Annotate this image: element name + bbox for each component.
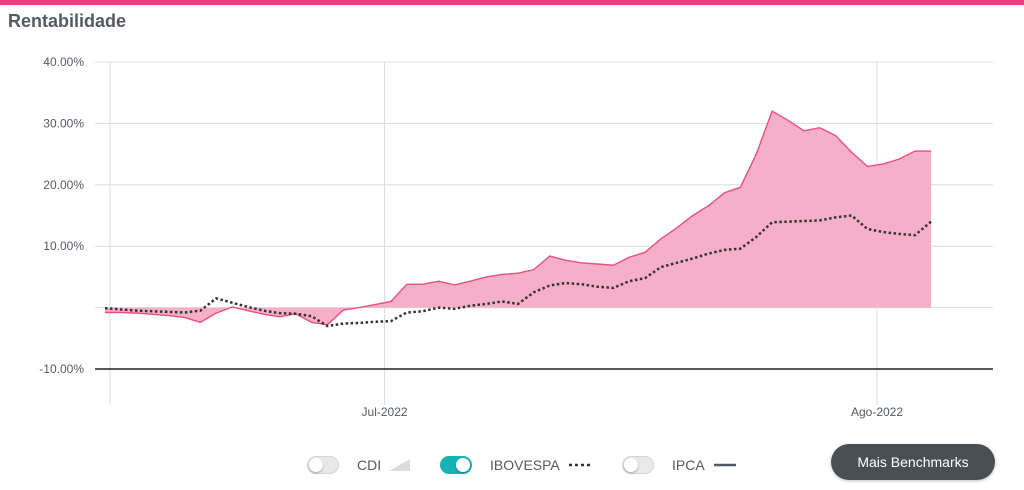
solid-line-icon xyxy=(713,463,736,467)
ibovespa-line xyxy=(104,214,932,328)
ipca-label: IPCA xyxy=(672,457,705,473)
ipca-toggle[interactable] xyxy=(622,456,654,474)
y-tick-label: -10.00% xyxy=(39,362,84,376)
y-tick-label: 10.00% xyxy=(43,239,84,253)
portfolio-line xyxy=(105,110,931,326)
portfolio-area xyxy=(105,111,931,325)
ibovespa-toggle[interactable] xyxy=(440,456,472,474)
page-title: Rentabilidade xyxy=(8,11,127,31)
ibovespa-label: IBOVESPA xyxy=(490,457,560,473)
legend-item-ipca[interactable]: IPCA xyxy=(622,452,737,478)
brand-top-bar xyxy=(0,0,1024,5)
area-swatch-icon xyxy=(389,459,411,471)
legend-item-ibovespa[interactable]: IBOVESPA xyxy=(440,452,592,478)
y-tick-label: 40.00% xyxy=(43,55,84,69)
cdi-label: CDI xyxy=(357,457,382,473)
returns-chart: 40.00% 30.00% 20.00% 10.00% -10.00% Jul-2022 A… xyxy=(39,55,993,419)
x-tick-label: Jul-2022 xyxy=(362,405,408,419)
cdi-toggle[interactable] xyxy=(307,456,339,474)
y-tick-label: 20.00% xyxy=(43,178,84,192)
y-tick-label: 30.00% xyxy=(43,116,84,130)
dotted-line-icon xyxy=(568,463,591,467)
x-tick-label: Ago-2022 xyxy=(851,405,903,419)
more-benchmarks-button[interactable]: Mais Benchmarks xyxy=(831,444,995,480)
legend-item-cdi[interactable]: CDI xyxy=(307,452,411,478)
